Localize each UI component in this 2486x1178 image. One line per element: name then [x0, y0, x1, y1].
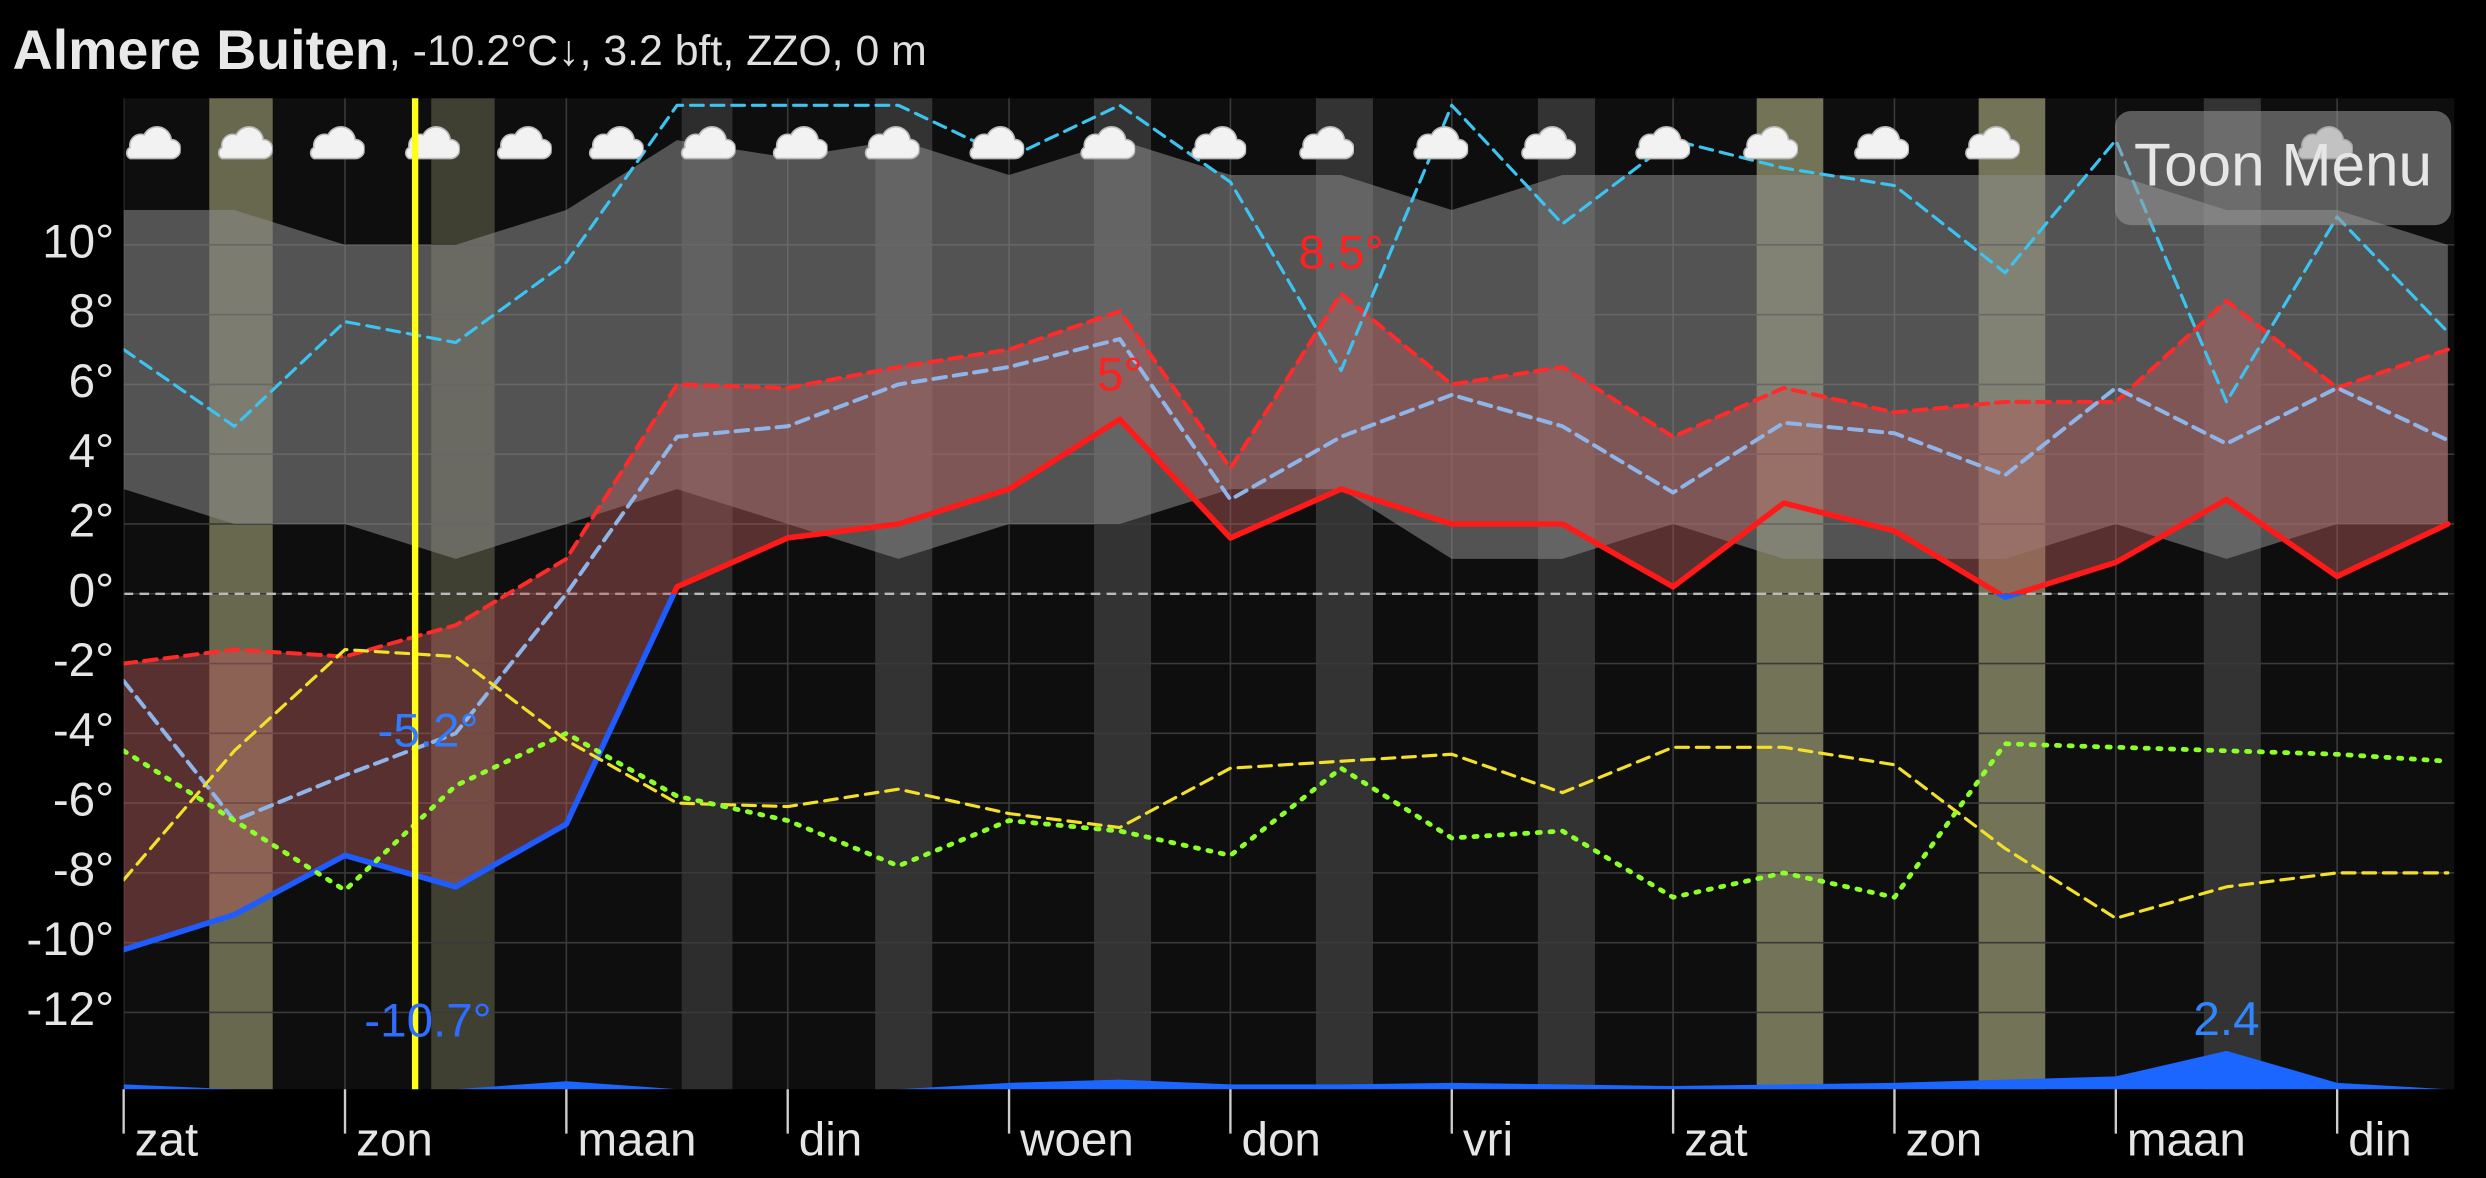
y-tick-label: 4°: [69, 425, 114, 478]
x-tick-label: woen: [1019, 1114, 1134, 1167]
temperature-range: [123, 293, 2448, 950]
series-line: [123, 103, 2450, 428]
y-tick-label: -10°: [26, 913, 114, 966]
annotation: 5°: [1097, 349, 1142, 402]
annotation: -5.2°: [378, 705, 479, 758]
x-tick-label: zat: [135, 1114, 198, 1167]
annotation: -10.7°: [364, 995, 491, 1048]
x-tick-label: zon: [1906, 1114, 1983, 1167]
y-tick-label: 8°: [69, 285, 114, 338]
y-tick-label: 10°: [42, 215, 114, 268]
x-tick-label: din: [799, 1114, 862, 1167]
conditions: , -10.2°C↓, 3.2 bft, ZZO, 0 m: [389, 27, 927, 75]
y-tick-label: -4°: [53, 704, 114, 757]
series-line: [123, 730, 2451, 900]
y-tick-label: 6°: [69, 355, 114, 408]
menu-button[interactable]: Toon Menu: [2115, 110, 2452, 226]
precipitation: [123, 1050, 2448, 1090]
series-line: [123, 291, 2450, 666]
plot: [123, 98, 2455, 1090]
x-tick-label: din: [2348, 1114, 2411, 1167]
series-line: [123, 647, 2450, 920]
y-tick-label: -2°: [53, 634, 114, 687]
y-tick-label: -12°: [26, 983, 114, 1036]
x-tick-label: vri: [1463, 1114, 1513, 1167]
ensemble-band: [123, 140, 2448, 559]
menu-label[interactable]: Toon Menu: [2134, 131, 2432, 199]
x-tick-label: zon: [356, 1114, 433, 1167]
precip-label: 2.4: [2193, 993, 2259, 1046]
y-tick-label: 2°: [69, 495, 114, 548]
x-tick-label: don: [1242, 1114, 1321, 1167]
series-line: [123, 416, 2451, 953]
x-tick-label: zat: [1684, 1114, 1747, 1167]
x-tick-label: maan: [577, 1114, 696, 1167]
place: Almere Buiten: [13, 19, 389, 81]
series-line: [123, 337, 2450, 823]
header: Almere Buiten, -10.2°C↓, 3.2 bft, ZZO, 0…: [13, 19, 927, 81]
y-tick-label: 0°: [69, 564, 114, 617]
y-tick-label: -6°: [53, 774, 114, 827]
annotation: 8.5°: [1299, 227, 1384, 280]
y-tick-label: -8°: [53, 843, 114, 896]
x-tick-label: maan: [2127, 1114, 2246, 1167]
